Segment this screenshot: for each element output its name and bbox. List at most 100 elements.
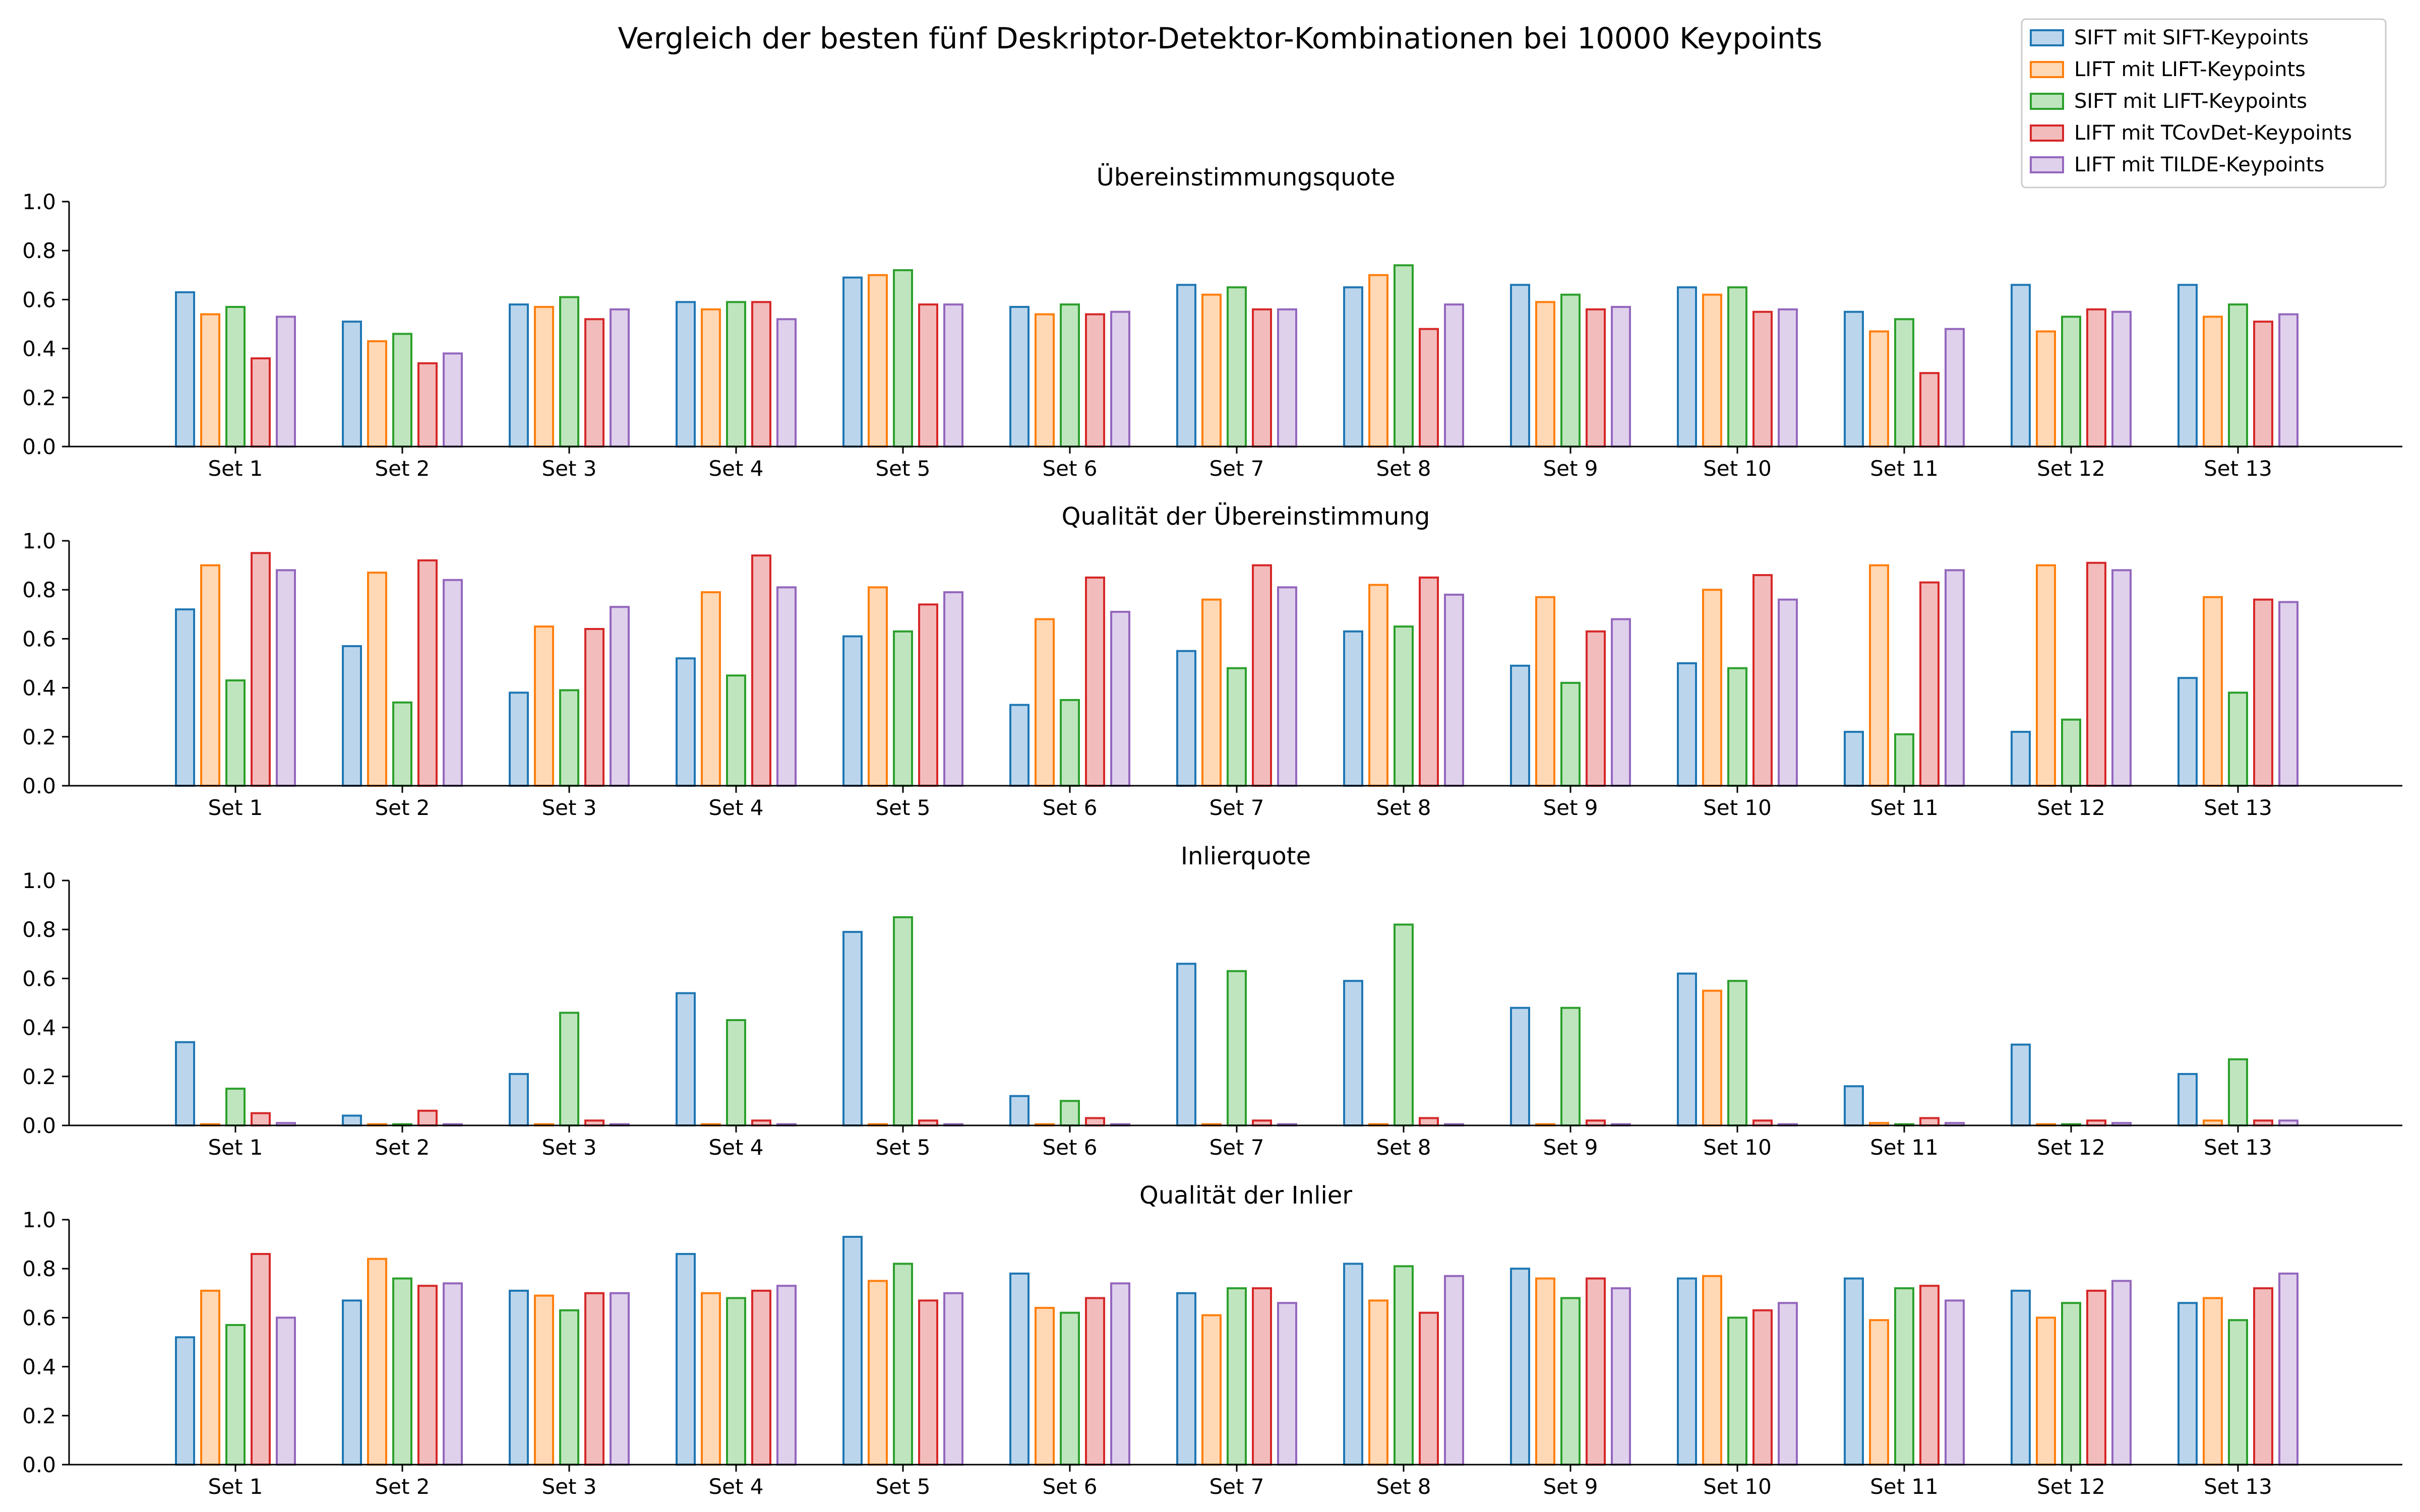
bar [342, 1299, 362, 1466]
bar [559, 1309, 579, 1466]
bar [367, 1257, 387, 1466]
bar [2111, 569, 2132, 787]
bar [1869, 330, 1889, 448]
bar [2011, 284, 2031, 448]
bar [2203, 596, 2223, 787]
y-tick-label: 0.6 [22, 966, 56, 991]
bar [1510, 1268, 1530, 1466]
x-tick-label: Set 8 [1376, 1474, 1431, 1499]
x-tick-label: Set 4 [708, 1474, 763, 1499]
bar [584, 318, 604, 448]
bar [1844, 310, 1864, 448]
legend-label: LIFT mit TCovDet-Keypoints [2074, 121, 2352, 145]
bar [1586, 630, 1606, 787]
bar [251, 1253, 271, 1466]
bar [1510, 664, 1530, 787]
bar [1510, 284, 1530, 448]
x-tick-label: Set 5 [875, 1474, 930, 1499]
y-tick-label: 0.0 [22, 774, 56, 798]
y-tick-label: 0.2 [22, 1404, 56, 1428]
y-tick-label: 0.6 [22, 626, 56, 651]
bar [175, 1336, 195, 1466]
bar [509, 1073, 529, 1126]
bar [1368, 584, 1388, 787]
bar [1844, 1277, 1864, 1466]
bar [392, 701, 412, 787]
bar [1535, 596, 1555, 787]
x-tick-label: Set 13 [2204, 1135, 2272, 1160]
bar [1085, 1297, 1105, 1466]
bar [1677, 1277, 1697, 1466]
bar [1060, 699, 1080, 787]
bar [2228, 1319, 2248, 1466]
x-tick-label: Set 1 [208, 1135, 263, 1160]
x-tick-label: Set 4 [708, 795, 763, 820]
bar [1444, 1275, 1464, 1466]
y-tick-label: 0.2 [22, 386, 56, 410]
bar [392, 333, 412, 448]
bar [225, 305, 246, 448]
bar [1869, 564, 1889, 787]
bar [200, 313, 220, 448]
bar [1227, 1287, 1247, 1466]
bar [1394, 625, 1414, 787]
bar [1110, 610, 1130, 787]
legend-swatch [2030, 93, 2064, 110]
bar [2011, 1289, 2031, 1466]
bar [1343, 630, 1363, 787]
bar [726, 1019, 746, 1127]
legend-label: LIFT mit LIFT-Keypoints [2074, 58, 2306, 81]
bar [776, 586, 797, 787]
bar [868, 274, 888, 448]
bar [2253, 321, 2273, 448]
bar [1394, 1265, 1414, 1466]
bar [1110, 310, 1130, 448]
y-tick-label: 0.0 [22, 1113, 56, 1138]
bar [868, 1280, 888, 1466]
bar [1060, 1100, 1080, 1126]
bar [509, 303, 529, 448]
bar [1727, 667, 1747, 787]
legend-frame [2021, 18, 2387, 188]
bar [2228, 303, 2248, 448]
bar [2203, 1297, 2223, 1466]
bar [2278, 601, 2298, 787]
bar [676, 992, 696, 1127]
bar [1009, 704, 1030, 787]
panel-title: Qualität der Übereinstimmung [1062, 502, 1430, 531]
bar [1677, 972, 1697, 1127]
bar [2111, 1280, 2132, 1466]
bar [509, 691, 529, 787]
bar [1060, 1311, 1080, 1466]
bar [943, 303, 963, 448]
panel-2: Qualität der Übereinstimmung 0.0 0.2 0.4 0.6… [22, 502, 2402, 820]
legend-swatch [2030, 124, 2064, 142]
bar [1277, 308, 1297, 448]
bar [842, 276, 863, 448]
bar [1444, 593, 1464, 787]
bar [918, 603, 938, 787]
bar [2228, 691, 2248, 787]
bar [1535, 301, 1555, 448]
y-tick-label: 0.2 [22, 1064, 56, 1089]
chart-panels: Übereinstimmungsquote 0.0 0.2 0.4 0.6 0.8 1.0 S… [22, 163, 2402, 1499]
y-tick-label: 0.6 [22, 1305, 56, 1330]
bar [534, 625, 554, 787]
bar [1201, 1314, 1222, 1466]
bar [2086, 308, 2106, 448]
bar [1176, 1292, 1196, 1466]
bar [1343, 980, 1363, 1126]
x-tick-label: Set 11 [1870, 1135, 1939, 1160]
bar [1778, 1302, 1798, 1466]
bar [2228, 1058, 2248, 1127]
bar [1085, 313, 1105, 448]
bar [701, 308, 721, 448]
y-tick-label: 0.4 [22, 337, 56, 361]
bar [1727, 1316, 1747, 1466]
bar [251, 1112, 271, 1126]
bar [842, 635, 863, 787]
bar [1611, 305, 1631, 448]
bar [2036, 330, 2056, 448]
x-tick-label: Set 4 [708, 1135, 763, 1160]
x-tick-label: Set 5 [875, 456, 930, 481]
